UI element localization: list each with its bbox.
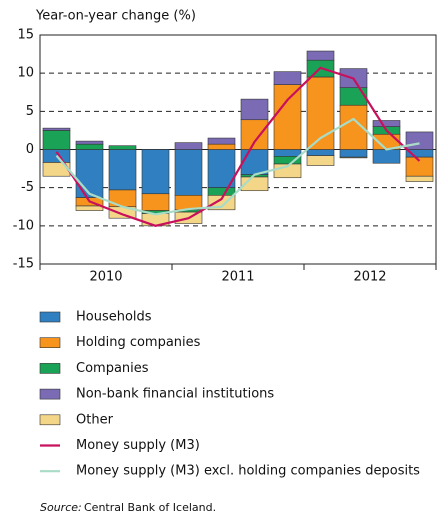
legend-label: Other	[76, 412, 114, 427]
x-group-label: 2010	[89, 270, 122, 285]
bar-segment	[306, 50, 335, 61]
legend-label: Households	[76, 310, 152, 325]
bar-segment	[372, 120, 401, 127]
legend-label: Companies	[76, 361, 149, 376]
bar-segment	[174, 149, 203, 196]
bar-segment	[207, 143, 236, 150]
line-series	[55, 117, 420, 216]
plot-frame	[39, 34, 437, 265]
bar-segment	[75, 143, 104, 150]
bar-segment	[273, 149, 302, 157]
bar-segment	[273, 84, 302, 150]
bar-segment	[42, 127, 71, 131]
bar-segment	[240, 98, 269, 121]
y-tick-label: 10	[17, 66, 34, 81]
legend-swatch	[39, 337, 61, 349]
y-tick-label: -5	[21, 180, 34, 195]
bar-segment	[108, 189, 137, 208]
bar-segment	[108, 149, 137, 191]
legend-label: Money supply (M3) excl. holding companie…	[76, 464, 420, 479]
bar-segment	[174, 142, 203, 150]
bar-segment	[273, 71, 302, 85]
y-tick-label: 5	[26, 104, 34, 119]
bar-segment	[339, 149, 368, 158]
y-tick-label: -10	[13, 218, 34, 233]
bar-segment	[339, 156, 368, 159]
legend-swatch	[39, 388, 61, 400]
bar-segment	[75, 205, 104, 211]
bar-segment	[339, 87, 368, 106]
y-tick-label: 15	[17, 28, 34, 43]
bar-segment	[75, 149, 104, 198]
bar-segment	[405, 175, 434, 182]
bar-segment	[207, 137, 236, 145]
bar-segment	[306, 155, 335, 166]
bar-segment	[306, 149, 335, 156]
y-axis-label: Year-on-year change (%)	[35, 9, 196, 24]
bar-segment	[108, 145, 137, 150]
bar-segment	[141, 149, 170, 195]
source: Central Bank of Iceland.	[84, 501, 216, 514]
legend-label: Non-bank financial institutions	[76, 387, 274, 402]
x-group-label: 2012	[353, 270, 386, 285]
bar-segment	[372, 149, 401, 164]
legend-swatch	[39, 414, 61, 426]
x-group-label: 2011	[221, 270, 254, 285]
line-series	[55, 66, 421, 227]
bar-segment	[42, 130, 71, 150]
legend-label: Money supply (M3)	[76, 438, 200, 453]
source-label: Source:	[40, 501, 82, 514]
y-tick-label: 0	[26, 142, 34, 157]
y-tick-label: -15	[13, 257, 34, 272]
legend-swatch	[39, 363, 61, 374]
bar-segment	[207, 187, 236, 196]
legend-label: Holding companies	[76, 335, 201, 350]
bar-segment	[141, 193, 170, 211]
bar-segment	[42, 162, 71, 177]
bar-segment	[405, 131, 434, 150]
bar-segment	[240, 119, 269, 150]
bar-segment	[75, 140, 104, 145]
bar-segment	[240, 149, 269, 175]
legend-swatch	[39, 311, 61, 323]
